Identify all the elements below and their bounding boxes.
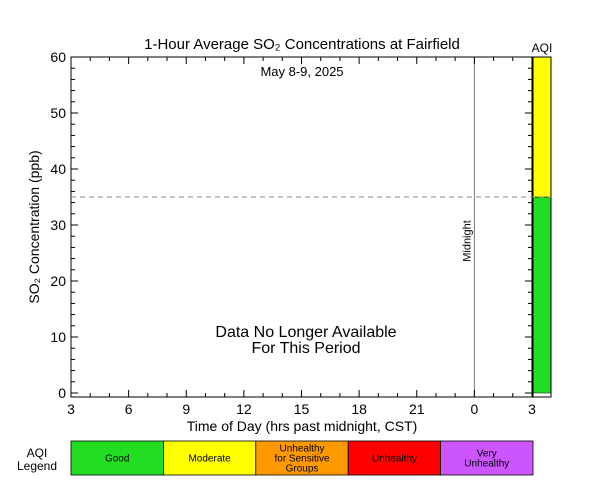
aqi-legend-swatch [255, 440, 349, 476]
chart-title: 1-Hour Average SO₂ Concentrations at Fai… [144, 36, 460, 53]
aqi-legend-label: Unhealthy [464, 459, 509, 470]
y-axis: 0 10 20 30 40 50 60 [50, 49, 532, 401]
no-data-message-line2: For This Period [251, 340, 360, 357]
aqi-legend-label: Good [105, 454, 129, 465]
y-tick-label: 60 [50, 49, 66, 65]
x-tick-label: 12 [236, 401, 252, 417]
y-tick-label: 50 [50, 105, 66, 121]
x-tick-label: 18 [351, 401, 367, 417]
aqi-legend-title-line1: AQI [27, 446, 48, 460]
aqi-bar-segment [532, 56, 552, 198]
aqi-legend-label: Unhealthy [372, 454, 417, 465]
aqi-legend-label: Groups [286, 464, 319, 475]
x-tick-label: 0 [470, 401, 478, 417]
aqi-legend-swatch [162, 440, 257, 476]
aqi-legend-swatch [347, 440, 442, 476]
aqi-legend-swatch [440, 440, 534, 476]
aqi-legend-swatch [70, 440, 164, 476]
aqi-bar-label: AQI [532, 41, 553, 55]
x-tick-label: 3 [528, 401, 536, 417]
x-axis: 3 6 9 12 15 18 21 0 3 [67, 57, 536, 417]
aqi-legend-label: Moderate [188, 454, 231, 465]
x-tick-label: 21 [409, 401, 425, 417]
x-tick-label: 3 [67, 401, 75, 417]
aqi-legend-title-line2: Legend [17, 459, 57, 473]
y-tick-label: 10 [50, 329, 66, 345]
y-tick-label: 30 [50, 217, 66, 233]
aqi-bar-frame [532, 56, 552, 398]
y-axis-title: SO₂ Concentration (ppb) [26, 150, 42, 303]
y-tick-label: 40 [50, 161, 66, 177]
aqi-legend-label: Unhealthy [279, 444, 324, 455]
chart-subtitle: May 8-9, 2025 [260, 64, 343, 79]
x-axis-title: Time of Day (hrs past midnight, CST) [187, 418, 418, 434]
x-tick-label: 6 [125, 401, 133, 417]
no-data-message-line1: Data No Longer Available [215, 324, 396, 341]
y-tick-label: 20 [50, 273, 66, 289]
y-tick-label: 0 [58, 385, 66, 401]
midnight-label: Midnight [461, 220, 473, 262]
x-tick-label: 15 [294, 401, 310, 417]
aqi-legend-label: Very [477, 449, 497, 460]
aqi-legend-label: for Sensitive [274, 454, 329, 465]
aqi-bar-segment [532, 196, 552, 394]
aqi-bar [532, 56, 552, 398]
x-tick-label: 9 [182, 401, 190, 417]
